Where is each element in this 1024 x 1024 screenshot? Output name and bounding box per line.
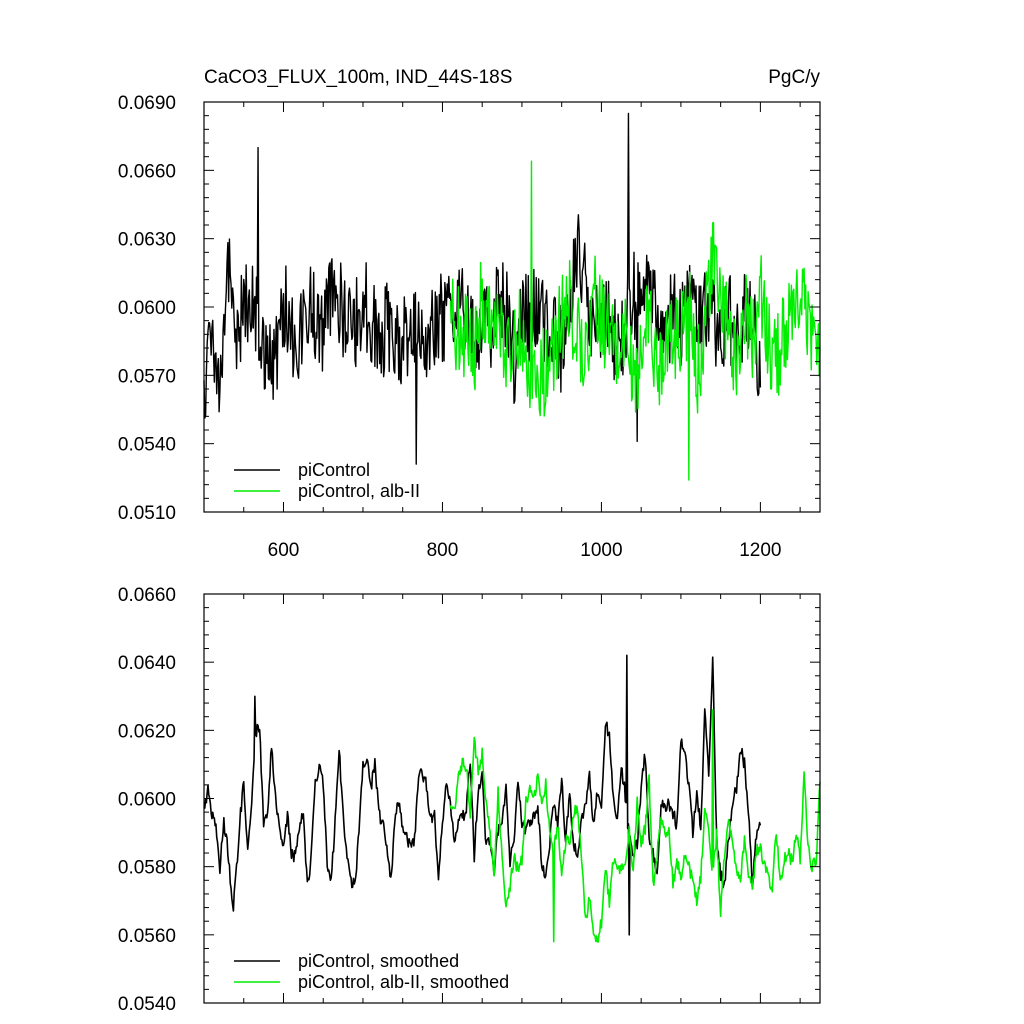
top-x-tick-label: 600 <box>268 540 300 561</box>
bottom-y-tick-label: 0.0540 <box>118 994 176 1015</box>
top-y-tick-label: 0.0690 <box>118 93 176 114</box>
top-y-tick-label: 0.0510 <box>118 503 176 524</box>
top-y-tick-label: 0.0630 <box>118 230 176 251</box>
legend-label-picontrol-smoothed: piControl, smoothed <box>298 951 459 971</box>
bottom-y-tick-label: 0.0640 <box>118 653 176 674</box>
top-panel: CaCO3_FLUX_100m, IND_44S-18S PgC/y 0.051… <box>118 67 821 561</box>
legend-label-picontrol-alb-ii: piControl, alb-II <box>298 481 420 501</box>
top-y-tick-label: 0.0600 <box>118 298 176 319</box>
top-y-tick-label: 0.0540 <box>118 435 176 456</box>
top-series-group <box>203 112 821 481</box>
bottom-series-group <box>203 654 821 943</box>
bottom-y-tick-label: 0.0660 <box>118 585 176 606</box>
units-label: PgC/y <box>768 67 820 88</box>
top-x-tick-label: 800 <box>427 540 459 561</box>
bottom-y-tick-label: 0.0580 <box>118 858 176 879</box>
legend-label-picontrol: piControl <box>298 460 370 480</box>
top-series-line-1 <box>449 160 821 481</box>
legend-label-picontrol-alb-ii-smoothed: piControl, alb-II, smoothed <box>298 972 509 992</box>
top-y-tick-label: 0.0570 <box>118 366 176 387</box>
bottom-axes: 0.0540 0.0560 0.0580 0.0600 0.0620 0.0640 0.06… <box>118 585 821 1015</box>
bottom-plot-frame <box>203 593 821 1004</box>
chart-title: CaCO3_FLUX_100m, IND_44S-18S <box>204 67 512 88</box>
bottom-legend: piControl, smoothed piControl, alb-II, s… <box>234 951 509 992</box>
top-x-tick-label: 1200 <box>739 540 781 561</box>
top-y-tick-label: 0.0660 <box>118 161 176 182</box>
bottom-series-line-1 <box>449 709 821 943</box>
top-x-tick-label: 1000 <box>580 540 622 561</box>
bottom-panel: 0.0540 0.0560 0.0580 0.0600 0.0620 0.0640 0.06… <box>118 585 821 1015</box>
top-legend: piControl piControl, alb-II <box>234 460 420 501</box>
bottom-y-tick-label: 0.0600 <box>118 790 176 811</box>
bottom-series-line-0 <box>203 654 762 936</box>
bottom-y-tick-label: 0.0560 <box>118 926 176 947</box>
bottom-y-tick-label: 0.0620 <box>118 721 176 742</box>
top-axes: 0.0510 0.0540 0.0570 0.0600 0.0630 0.0660 0.06… <box>118 93 821 561</box>
